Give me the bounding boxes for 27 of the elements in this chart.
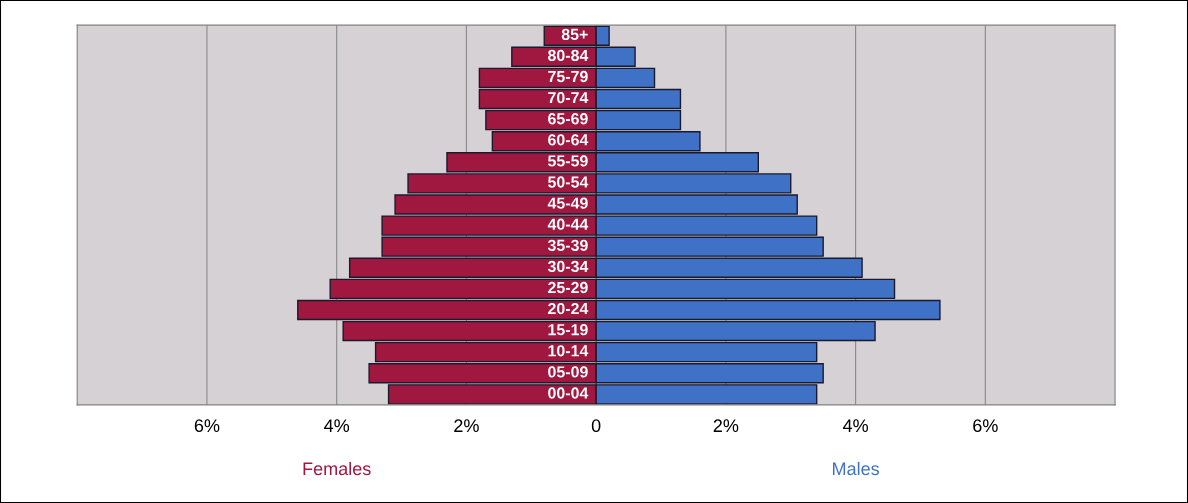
x-tick-label: 0 xyxy=(591,419,601,433)
y-tick-label: 30-34 xyxy=(547,260,589,273)
y-tick-label: 65-69 xyxy=(548,113,588,125)
y-tick-label: 50-54 xyxy=(548,176,589,188)
y-tick-label: 15-19 xyxy=(548,324,588,336)
x-tick-label: 2% xyxy=(454,419,479,432)
y-tick-label: 05-09 xyxy=(548,366,588,378)
y-tick-label: 10-14 xyxy=(548,345,589,357)
y-tick-label: 35-39 xyxy=(547,239,588,251)
y-tick-label: 00-04 xyxy=(548,387,589,399)
y-tick-label: 80-84 xyxy=(548,49,589,62)
y-tick-label: 55-59 xyxy=(548,155,588,167)
y-tick-label: 60-64 xyxy=(548,134,589,146)
y-tick-label: 20-24 xyxy=(548,302,589,315)
text: Males xyxy=(833,461,880,476)
y-tick-label: 25-29 xyxy=(548,281,588,294)
x-tick-label: 4% xyxy=(842,419,868,432)
x-tick-label: 2% xyxy=(713,419,739,432)
y-tick-label: 85+ xyxy=(561,28,588,40)
y-tick-label: 75-79 xyxy=(548,70,588,83)
x-tick-label: 6% xyxy=(194,419,220,433)
y-tick-label: 70-74 xyxy=(548,91,589,104)
x-tick-label: 6% xyxy=(973,419,998,433)
text: Females xyxy=(303,461,371,476)
y-tick-label: 40-44 xyxy=(547,218,589,230)
y-tick-label: 45-49 xyxy=(547,197,588,209)
x-tick-label: 4% xyxy=(324,419,350,432)
